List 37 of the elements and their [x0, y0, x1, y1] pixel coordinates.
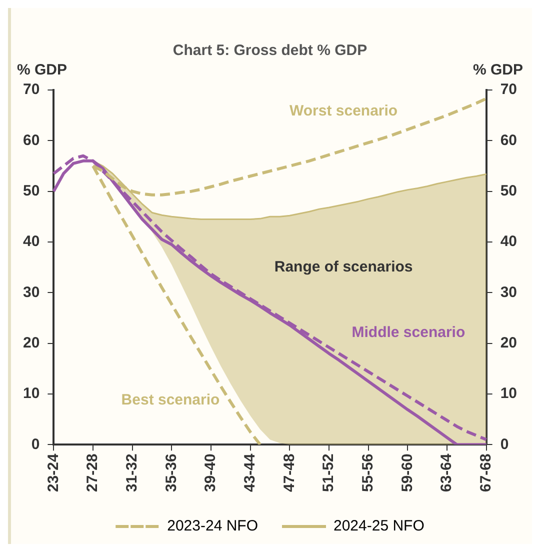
y2-tick-label: 30: [500, 284, 518, 301]
x-tick-label: 63-64: [438, 452, 456, 492]
x-tick-label: 27-28: [84, 454, 102, 492]
y2-tick-label: 0: [500, 436, 509, 453]
x-tick-label: 51-52: [320, 454, 338, 492]
chart-title: Chart 5: Gross debt % GDP: [172, 42, 368, 60]
x-tick-label: 47-48: [280, 454, 298, 492]
legend-label: 2023-24 NFO: [167, 518, 258, 535]
y2-tick-label: 40: [500, 233, 518, 250]
y2-tick-label: 20: [500, 334, 518, 352]
y-tick-label: 20: [22, 334, 40, 352]
y-tick-label: 30: [22, 284, 40, 301]
y-tick-label: 70: [22, 81, 40, 98]
legend-label: 2024-25 NFO: [334, 518, 424, 535]
annotation: Best scenario: [121, 391, 220, 408]
x-tick-label: 39-40: [202, 454, 220, 492]
x-tick-label: 67-68: [477, 454, 494, 492]
y-tick-label: 10: [22, 385, 40, 402]
x-tick-label: 35-36: [162, 454, 180, 492]
y-tick-label: 0: [31, 436, 40, 453]
x-tick-label: 43-44: [241, 452, 258, 492]
y-tick-label: 60: [22, 132, 40, 149]
y-tick-label: 50: [22, 182, 40, 200]
annotation: Range of scenarios: [274, 258, 413, 276]
annotation: Middle scenario: [352, 324, 466, 342]
annotation: Worst scenario: [290, 102, 398, 120]
x-tick-label: 31-32: [123, 454, 140, 492]
y2-tick-label: 70: [500, 81, 518, 98]
y2-axis-title: % GDP: [472, 62, 523, 79]
y-tick-label: 40: [22, 233, 40, 250]
x-tick-label: 55-56: [359, 454, 376, 492]
x-tick-label: 59-60: [398, 454, 416, 492]
y2-tick-label: 60: [500, 132, 518, 149]
y2-tick-label: 50: [500, 182, 518, 200]
y-axis-title: % GDP: [17, 62, 68, 79]
y2-tick-label: 10: [500, 385, 518, 402]
x-tick-label: 23-24: [44, 452, 62, 492]
